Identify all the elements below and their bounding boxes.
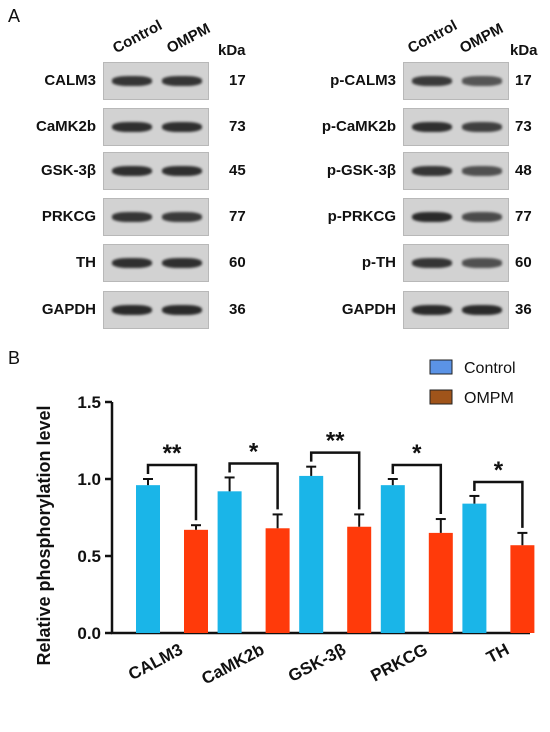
band-ompm [462,76,502,86]
band-control [412,76,452,86]
protein-label: p-CaMK2b [321,118,396,135]
protein-label: GAPDH [41,301,96,318]
blot-strip [403,198,509,236]
blot-strip [403,108,509,146]
protein-label: TH [76,254,96,271]
significance-marker: * [249,438,259,465]
molecular-weight: 60 [515,254,532,271]
y-tick-label: 0.5 [77,547,101,566]
bar-control [217,491,242,633]
legend-label-ompm: OMPM [464,390,514,407]
bar-control [462,503,487,633]
band-ompm [462,305,502,315]
band-ompm [162,76,202,86]
band-ompm [462,166,502,176]
molecular-weight: 77 [515,208,532,225]
protein-label: PRKCG [41,208,96,225]
y-axis-label: Relative phosphorylation level [34,405,54,665]
protein-label: p-PRKCG [327,208,396,225]
band-control [412,212,452,222]
legend-label-control: Control [464,360,516,377]
x-tick-label: PRKCG [368,640,431,686]
molecular-weight: 17 [515,72,532,89]
y-tick-label: 1.0 [77,470,101,489]
band-control [112,122,152,132]
kda-header: kDa [510,42,538,59]
blot-strip [403,291,509,329]
band-control [112,166,152,176]
band-ompm [162,212,202,222]
molecular-weight: 17 [229,72,246,89]
blot-strip [403,62,509,100]
x-tick-label: GSK-3β [285,640,349,686]
blot-strip [403,152,509,190]
blot-strip [103,152,209,190]
significance-bracket [309,451,361,510]
band-ompm [462,212,502,222]
bar-control [380,485,405,633]
protein-label: CaMK2b [35,118,96,135]
band-control [412,122,452,132]
band-ompm [462,258,502,268]
band-control [112,76,152,86]
kda-header: kDa [218,42,246,59]
band-control [412,258,452,268]
x-tick-label: CaMK2b [199,640,268,689]
blot-strip [103,198,209,236]
y-tick-label: 0.0 [77,624,101,643]
molecular-weight: 36 [229,301,246,318]
band-control [412,166,452,176]
molecular-weight: 77 [229,208,246,225]
band-ompm [162,166,202,176]
blot-strip [103,291,209,329]
significance-marker: * [412,440,422,467]
protein-label: CALM3 [44,72,96,89]
protein-label: p-TH [361,254,396,271]
molecular-weight: 36 [515,301,532,318]
panel-label-a: A [8,6,21,26]
legend-swatch-control [429,359,453,375]
significance-marker: ** [163,440,182,467]
band-control [112,305,152,315]
bar-ompm [347,526,372,633]
bar-control [299,475,324,633]
bar-ompm [510,545,535,633]
molecular-weight: 48 [515,162,532,179]
band-ompm [162,122,202,132]
blot-strip [403,244,509,282]
bar-ompm [184,529,208,633]
band-ompm [162,305,202,315]
significance-bracket [228,462,279,510]
significance-bracket [391,463,443,515]
y-tick-label: 1.5 [77,393,101,412]
bar-ompm [265,528,290,633]
bar-control [136,485,160,633]
significance-bracket [146,463,198,521]
blot-strip [103,244,209,282]
protein-label: p-CALM3 [330,72,396,89]
panel-label-b: B [8,348,21,368]
protein-label: GAPDH [341,301,396,318]
molecular-weight: 60 [229,254,246,271]
x-tick-label: CALM3 [125,640,186,684]
protein-label: p-GSK-3β [326,162,396,179]
band-ompm [462,122,502,132]
band-ompm [162,258,202,268]
bar-ompm [428,532,453,633]
molecular-weight: 73 [515,118,532,135]
significance-marker: * [494,457,504,484]
molecular-weight: 73 [229,118,246,135]
protein-label: GSK-3β [41,162,96,179]
band-control [412,305,452,315]
band-control [112,258,152,268]
x-tick-label: TH [483,640,512,667]
blot-strip [103,62,209,100]
band-control [112,212,152,222]
molecular-weight: 45 [229,162,246,179]
significance-marker: ** [326,428,345,455]
blot-strip [103,108,209,146]
significance-bracket [473,480,524,528]
legend-swatch-ompm [429,389,453,405]
